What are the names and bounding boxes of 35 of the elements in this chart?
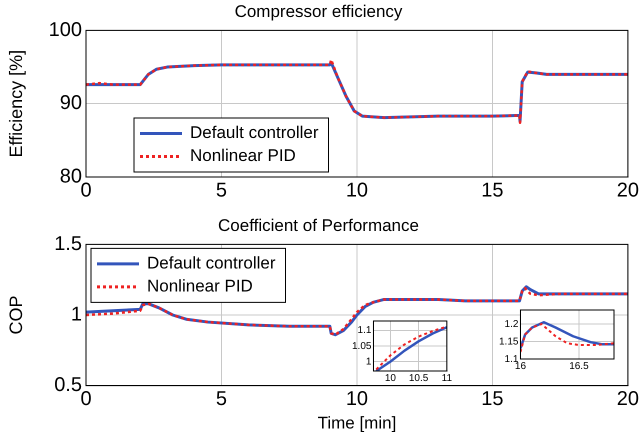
y-tick-label: 1 [70,304,82,326]
y-tick-label: 1.15 [498,336,519,348]
y-tick-label: 1 [366,356,372,368]
x-tick-label: 10.5 [408,372,429,384]
x-tick-label: 20 [616,388,639,410]
x-tick-label: 11 [442,372,452,384]
legend-label: Nonlinear PID [190,146,296,166]
x-tick-label: 20 [616,180,639,202]
y-tick-label: 0.5 [54,374,82,396]
x-tick-label: 0 [80,180,92,202]
chart-title: Coefficient of Performance [218,216,419,235]
x-axis-title: Time [min] [318,413,396,432]
legend-label: Default controller [147,254,276,273]
x-tick-label: 5 [216,388,228,410]
x-tick-label: 15 [481,388,504,410]
y-tick-label: 1.2 [504,318,519,330]
y-axis-title: COP [6,295,26,335]
x-tick-label: 15 [481,180,504,202]
y-tick-label: 1.1 [358,325,372,336]
y-tick-label: 90 [60,92,82,114]
x-tick-label: 16.5 [569,360,590,372]
x-tick-label: 10 [346,388,368,410]
y-tick-label: 100 [48,18,82,41]
x-tick-label: 0 [80,388,92,410]
y-axis-title: Efficiency [%] [6,50,26,158]
y-tick-label: 1.5 [54,232,82,255]
y-tick-label: 1.05 [352,340,372,352]
x-tick-label: 10 [346,180,368,202]
y-tick-label: 80 [60,166,82,188]
chart-title: Compressor efficiency [234,2,403,21]
legend-label: Default controller [190,123,319,142]
x-tick-label: 5 [216,180,228,202]
x-tick-label: 16 [514,360,526,372]
legend-label: Nonlinear PID [147,276,253,296]
x-tick-label: 10 [384,372,396,384]
